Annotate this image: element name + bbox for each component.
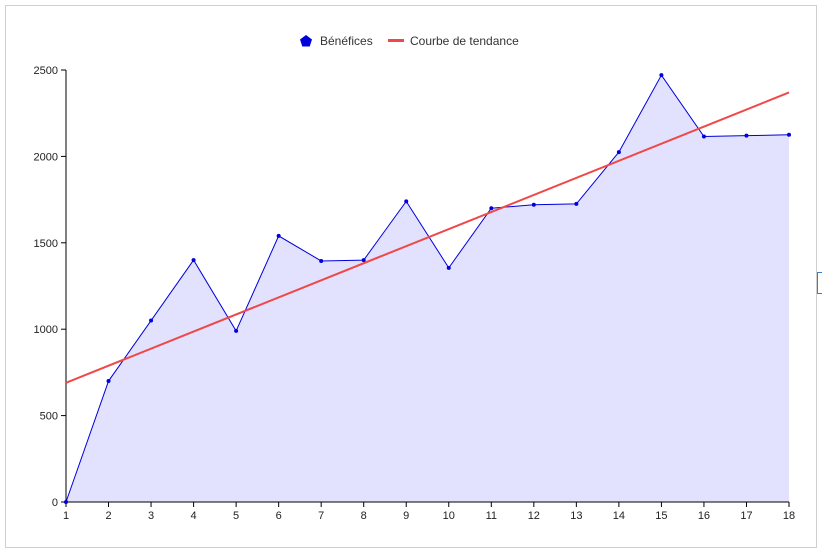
legend-item-trend[interactable]: Courbe de tendance — [388, 34, 519, 48]
x-tick-label-18: 18 — [783, 510, 795, 522]
data-point-benefices-6 — [276, 233, 281, 238]
data-point-benefices-1 — [64, 500, 68, 504]
data-point-benefices-14 — [616, 150, 621, 155]
x-tick-label-11: 11 — [486, 510, 497, 522]
legend-item-benefices[interactable]: Bénéfices — [300, 34, 373, 48]
data-point-benefices-8 — [361, 258, 366, 263]
data-point-benefices-16 — [701, 134, 706, 139]
x-tick-label-15: 15 — [655, 510, 667, 522]
x-tick-label-17: 17 — [740, 510, 752, 522]
y-tick-label-1500: 1500 — [34, 238, 58, 250]
data-point-benefices-11 — [489, 206, 494, 211]
resize-handle[interactable] — [817, 272, 822, 294]
profit-chart: Bénéfices Courbe de tendance 0 500 1000 150… — [34, 34, 796, 522]
x-tick-label-2: 2 — [105, 510, 111, 522]
series-trend-line — [65, 91, 790, 384]
data-point-benefices-3 — [149, 318, 154, 323]
x-tick-label-1: 1 — [63, 510, 69, 522]
y-tick-label-2000: 2000 — [34, 151, 58, 163]
x-tick-label-10: 10 — [443, 510, 455, 522]
data-point-benefices-17 — [744, 133, 749, 138]
data-point-benefices-5 — [234, 328, 239, 333]
x-tick-label-13: 13 — [570, 510, 582, 522]
x-tick-label-8: 8 — [361, 510, 367, 522]
data-point-benefices-18 — [787, 132, 791, 137]
data-point-benefices-13 — [574, 201, 579, 206]
series-benefices-area — [66, 75, 789, 503]
x-tick-label-4: 4 — [191, 510, 197, 522]
data-point-benefices-15 — [659, 73, 664, 78]
data-point-benefices-2 — [106, 379, 111, 384]
data-point-benefices-10 — [446, 265, 451, 270]
x-tick-label-3: 3 — [148, 510, 154, 522]
chart-frame: Bénéfices Courbe de tendance 0 500 1000 150… — [5, 5, 817, 548]
legend-pentagon-icon — [300, 35, 312, 47]
x-tick-label-7: 7 — [318, 510, 324, 522]
legend-label-benefices: Bénéfices — [320, 34, 373, 48]
x-tick-label-9: 9 — [403, 510, 409, 522]
data-point-benefices-9 — [404, 199, 409, 204]
data-point-benefices-7 — [319, 258, 324, 263]
legend-label-trend: Courbe de tendance — [410, 34, 519, 48]
x-tick-label-14: 14 — [613, 510, 625, 522]
y-tick-label-0: 0 — [52, 497, 58, 509]
x-tick-label-12: 12 — [528, 510, 540, 522]
x-tick-label-5: 5 — [233, 510, 239, 522]
y-tick-label-2500: 2500 — [34, 65, 58, 77]
chart-legend: Bénéfices Courbe de tendance — [300, 34, 519, 48]
data-point-benefices-12 — [531, 202, 536, 207]
series-benefices-line — [65, 74, 790, 503]
y-tick-label-500: 500 — [40, 411, 58, 423]
y-tick-label-1000: 1000 — [34, 324, 58, 336]
x-tick-label-6: 6 — [276, 510, 282, 522]
data-point-benefices-4 — [191, 258, 196, 263]
x-tick-label-16: 16 — [698, 510, 710, 522]
legend-line-icon — [388, 39, 404, 42]
